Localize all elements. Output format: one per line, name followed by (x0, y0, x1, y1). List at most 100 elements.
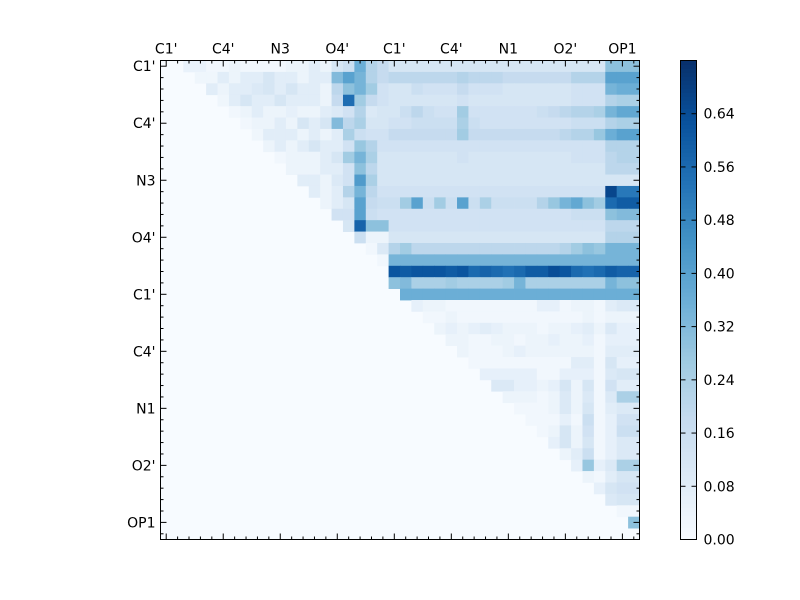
colorbar-swatch (680, 363, 697, 369)
colorbar-swatch (680, 487, 697, 493)
heatmap-cell (263, 106, 275, 118)
heatmap-cell (400, 60, 412, 73)
heatmap-cell (605, 402, 618, 415)
heatmap-cell (628, 448, 640, 461)
colorbar-swatch (680, 431, 697, 437)
heatmap-cell (571, 436, 583, 449)
heatmap-cell (502, 345, 515, 358)
heatmap-cell (457, 345, 469, 358)
heatmap-cell (536, 140, 549, 153)
heatmap-cell (628, 425, 640, 438)
heatmap-cell (377, 60, 389, 73)
heatmap-cell (422, 288, 435, 301)
heatmap-cell (365, 140, 378, 153)
heatmap-cell (548, 402, 561, 415)
heatmap-cell (411, 242, 424, 255)
heatmap-cell (548, 414, 561, 426)
heatmap-cell (206, 71, 218, 84)
heatmap-cell (616, 163, 629, 175)
heatmap-cell (491, 220, 504, 232)
heatmap-cell (491, 277, 504, 289)
heatmap-cell (582, 231, 595, 244)
heatmap-cell (616, 254, 629, 267)
heatmap-cell (342, 163, 355, 175)
heatmap-cell (525, 311, 538, 324)
heatmap-cell (514, 106, 526, 118)
colorbar-swatch (680, 232, 697, 237)
y-tick-label: N1 (136, 401, 155, 417)
heatmap-cell (514, 208, 526, 221)
heatmap-cell (571, 425, 583, 438)
colorbar-swatch (680, 96, 697, 101)
heatmap-cell (445, 140, 458, 153)
heatmap-cell (582, 311, 595, 324)
heatmap-cell (559, 277, 572, 289)
heatmap-cell (582, 300, 595, 312)
colorbar-swatch (680, 331, 697, 337)
heatmap-cell (468, 83, 481, 96)
heatmap-cell (365, 94, 378, 107)
heatmap-cell (536, 345, 549, 358)
heatmap-cell (434, 128, 447, 141)
heatmap-cell (457, 322, 469, 335)
heatmap-cell (274, 117, 287, 130)
heatmap-cell (502, 106, 515, 118)
heatmap-cell (593, 208, 606, 221)
heatmap-cell (422, 71, 435, 84)
heatmap-cell (354, 128, 367, 141)
heatmap-cell (559, 379, 572, 392)
heatmap-cell (365, 242, 378, 255)
heatmap-cell (616, 94, 629, 107)
heatmap-cell (491, 345, 504, 358)
heatmap-cell (274, 140, 287, 153)
heatmap-cell (457, 94, 469, 107)
heatmap-cell (308, 71, 321, 84)
heatmap-cell (616, 459, 629, 472)
heatmap-cell (354, 220, 367, 232)
heatmap-cell (536, 402, 549, 415)
heatmap-cell (593, 288, 606, 301)
heatmap-cell (354, 208, 367, 221)
heatmap-cell (422, 254, 435, 267)
heatmap-cell (365, 106, 378, 118)
heatmap-cell (479, 311, 492, 324)
colorbar-swatch (680, 212, 697, 217)
heatmap-cell (593, 391, 606, 404)
heatmap-cell (400, 140, 412, 153)
heatmap-cell (285, 83, 298, 96)
colorbar-swatch (680, 515, 697, 521)
colorbar-swatch (680, 511, 697, 517)
heatmap-cell (628, 208, 640, 221)
heatmap-cell (536, 128, 549, 141)
colorbar-swatch (680, 407, 697, 413)
heatmap-cell (616, 448, 629, 461)
heatmap-cell (491, 151, 504, 164)
heatmap-cell (548, 128, 561, 141)
heatmap-cell (502, 379, 515, 392)
colorbar-swatch (680, 188, 697, 193)
heatmap-cell (251, 106, 264, 118)
colorbar-swatch (680, 152, 697, 157)
heatmap-cell (525, 128, 538, 141)
colorbar-swatch (680, 443, 697, 449)
heatmap-cell (582, 334, 595, 347)
heatmap-cell (365, 83, 378, 96)
heatmap-cell (400, 106, 412, 118)
heatmap-cell (331, 174, 344, 187)
colorbar-swatch (680, 507, 697, 513)
heatmap-cell (400, 288, 412, 301)
heatmap-cell (548, 117, 561, 130)
heatmap-cell (548, 300, 561, 312)
heatmap-cell (479, 357, 492, 369)
heatmap-cell (525, 174, 538, 187)
heatmap-cell (616, 174, 629, 187)
x-tick-label: C1' (383, 42, 406, 58)
heatmap-cell (445, 117, 458, 130)
heatmap-cell (582, 436, 595, 449)
heatmap-cell (582, 208, 595, 221)
heatmap-cell (514, 83, 526, 96)
heatmap-cell (468, 242, 481, 255)
heatmap-cell (628, 334, 640, 347)
heatmap-cell (616, 197, 629, 210)
heatmap-cell (571, 391, 583, 404)
